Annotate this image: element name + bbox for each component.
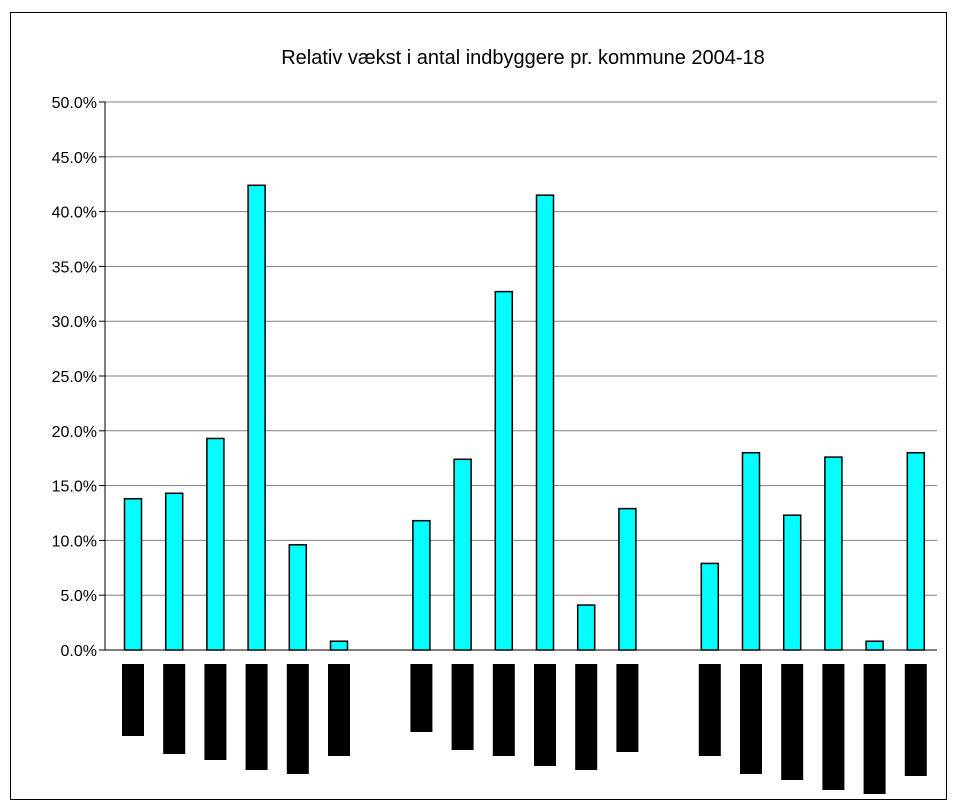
redacted-category-label	[575, 664, 598, 770]
redacted-category-label	[740, 664, 762, 774]
y-tick-label: 25.0%	[52, 369, 97, 386]
redacted-category-label	[698, 664, 721, 756]
y-tick-label: 30.0%	[52, 314, 97, 331]
bar	[700, 562, 720, 651]
bar	[164, 492, 184, 651]
bar	[906, 451, 926, 651]
y-tick-label: 40.0%	[52, 205, 97, 222]
chart-canvas: Relativ vækst i antal indbyggere pr. kom…	[52, 47, 937, 794]
bars	[123, 184, 926, 651]
bar	[288, 544, 308, 651]
redacted-category-label	[245, 664, 268, 770]
y-tick-label: 35.0%	[52, 259, 97, 276]
bar	[494, 290, 514, 651]
chart-title: Relativ vækst i antal indbyggere pr. kom…	[281, 47, 765, 69]
redacted-category-label	[863, 664, 886, 794]
bar	[206, 437, 225, 651]
y-tick-label: 10.0%	[52, 533, 97, 550]
y-tick-label: 5.0%	[61, 588, 97, 605]
y-tick-label: 0.0%	[61, 643, 97, 660]
redacted-category-label	[822, 664, 845, 790]
redacted-category-label	[781, 664, 804, 780]
bar	[865, 640, 884, 651]
redacted-category-label	[328, 664, 350, 756]
redacted-category-label	[410, 664, 433, 732]
redacted-category-label	[163, 664, 186, 754]
y-tick-labels: 0.0% 5.0% 10.0% 15.0% 20.0% 25.0% 30.0% 35.0% 40…	[52, 95, 97, 660]
bar	[782, 514, 802, 651]
bar	[824, 456, 843, 651]
bar	[576, 604, 596, 651]
bar	[123, 498, 143, 651]
redacted-category-label	[534, 664, 556, 766]
y-tick-label: 50.0%	[52, 95, 97, 112]
bar	[741, 451, 761, 651]
redacted-category-label	[204, 664, 227, 760]
chart-frame: Relativ vækst i antal indbyggere pr. kom…	[10, 12, 947, 800]
bar	[618, 507, 637, 651]
redacted-category-label	[122, 664, 144, 736]
y-tick-label: 20.0%	[52, 424, 97, 441]
bar	[535, 194, 555, 651]
redacted-category-label	[904, 664, 927, 776]
redacted-category-label	[492, 664, 515, 756]
redacted-category-labels	[122, 664, 927, 794]
redacted-category-label	[616, 664, 639, 752]
bar	[329, 640, 349, 651]
bar	[453, 458, 472, 651]
y-tick-label: 15.0%	[52, 479, 97, 496]
bar	[247, 184, 266, 651]
bar	[412, 519, 431, 651]
redacted-category-label	[451, 664, 474, 750]
y-tick-label: 45.0%	[52, 150, 97, 167]
redacted-category-label	[286, 664, 309, 774]
grid-lines	[99, 101, 937, 651]
